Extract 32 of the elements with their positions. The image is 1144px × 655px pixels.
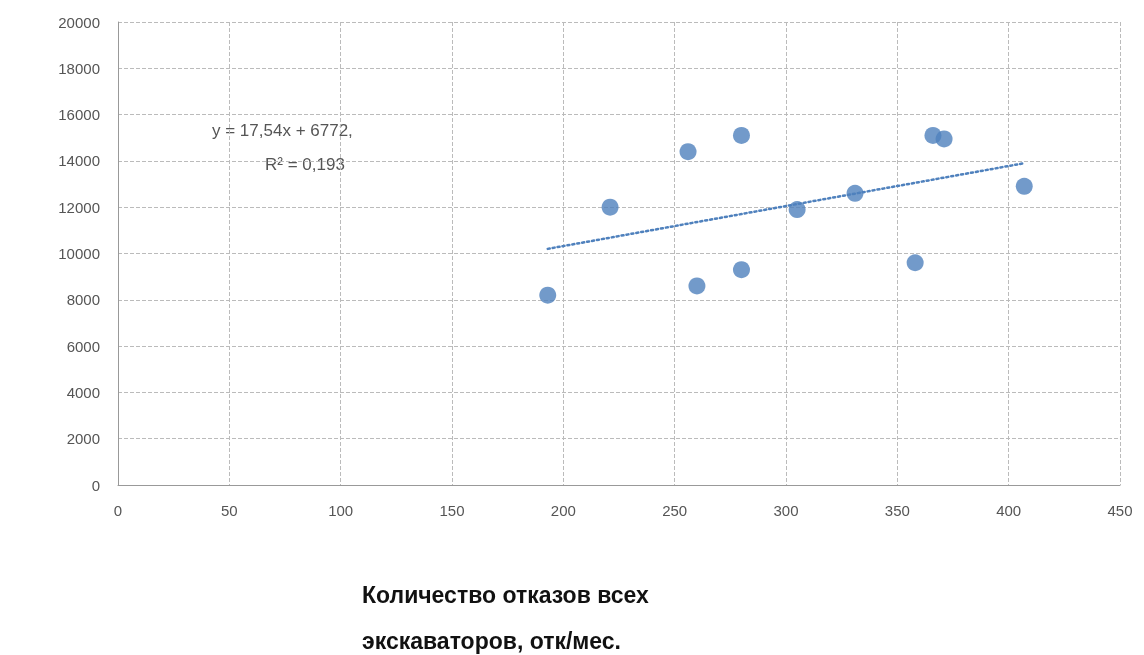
point bbox=[935, 130, 953, 148]
point bbox=[906, 254, 924, 272]
y-tick-label: 14000 bbox=[58, 152, 100, 170]
x-tick-label: 200 bbox=[550, 502, 576, 519]
point bbox=[732, 261, 750, 279]
y-tick-label: 6000 bbox=[66, 337, 100, 355]
x-tick-label: 0 bbox=[113, 502, 123, 519]
y-tick-label: 4000 bbox=[66, 383, 100, 401]
x-tick-label: 300 bbox=[773, 502, 799, 519]
y-tick-label: 20000 bbox=[58, 13, 100, 31]
x-tick-label: 50 bbox=[220, 502, 238, 519]
y-tick-label: 8000 bbox=[66, 291, 100, 309]
y-tick-label: 10000 bbox=[58, 245, 100, 262]
point bbox=[601, 198, 619, 216]
y-tick-label: 16000 bbox=[58, 106, 100, 124]
point bbox=[1015, 177, 1033, 195]
point bbox=[679, 143, 697, 161]
x-axis-title: Количество отказов всех экскаваторов, отк/мес. bbox=[362, 582, 656, 654]
x-tick-label: 400 bbox=[996, 502, 1022, 519]
point bbox=[732, 126, 750, 144]
point bbox=[688, 277, 706, 295]
annotation: R² = 0,193 bbox=[265, 155, 345, 174]
y-tick-label: 18000 bbox=[58, 59, 100, 77]
x-tick-label: 450 bbox=[1107, 502, 1133, 519]
y-tick-label: 0 bbox=[91, 476, 100, 494]
x-tick-label: 150 bbox=[439, 502, 465, 519]
y-tick-label: 2000 bbox=[66, 430, 100, 448]
y-tick-label: 12000 bbox=[58, 198, 100, 216]
x-tick-label: 100 bbox=[328, 502, 354, 519]
point bbox=[539, 286, 557, 304]
x-tick-label: 250 bbox=[662, 502, 688, 519]
x-tick-label: 350 bbox=[884, 502, 910, 519]
